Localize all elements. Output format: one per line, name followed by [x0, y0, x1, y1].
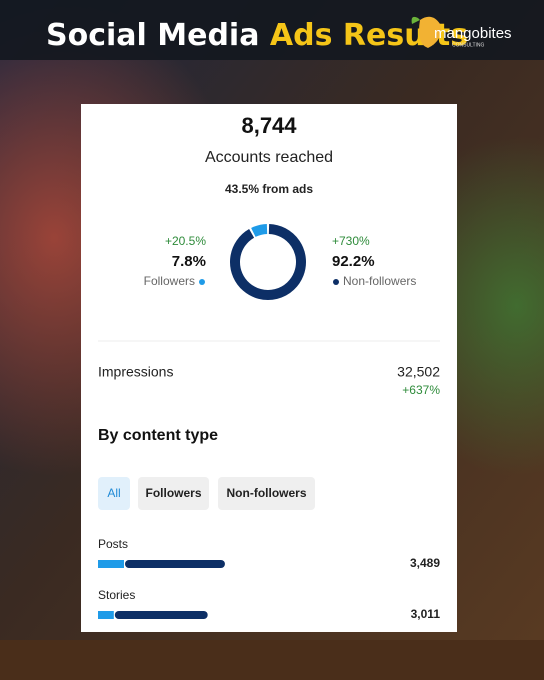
- tab-label[interactable]: All: [107, 486, 120, 500]
- logo-name: mangobites: [434, 25, 512, 42]
- non-followers-label: Non-followers: [343, 274, 416, 288]
- row-total: 3,489: [410, 556, 440, 570]
- followers-dot: [199, 279, 205, 285]
- header-bar: [0, 0, 544, 60]
- logo: mangobites CONSULTING: [411, 16, 512, 48]
- bar-non-followers: [114, 611, 208, 619]
- header-title: Social Media Ads Results: [46, 18, 468, 53]
- followers-change: +20.5%: [165, 234, 206, 248]
- title-main: Social Media: [46, 18, 259, 53]
- from-ads: 43.5% from ads: [225, 182, 313, 196]
- tab-label[interactable]: Non-followers: [227, 486, 307, 500]
- donut-non-followers: [230, 224, 306, 300]
- row-total: 3,011: [411, 607, 441, 621]
- bar-followers: [98, 611, 114, 619]
- reach-label: Accounts reached: [205, 149, 333, 166]
- tab-non-followers[interactable]: [218, 477, 315, 510]
- impressions-label: Impressions: [98, 364, 173, 380]
- reach-total: 8,744: [241, 113, 297, 138]
- non-followers-share: 92.2%: [332, 253, 375, 270]
- non-followers-dot: [333, 279, 339, 285]
- bar-non-followers: [124, 560, 225, 568]
- bar-followers: [98, 560, 124, 568]
- tab-label[interactable]: Followers: [145, 486, 201, 500]
- card: [81, 104, 457, 632]
- followers-share: 7.8%: [172, 253, 206, 270]
- impressions-value: 32,502: [397, 364, 440, 380]
- impressions-change: +637%: [402, 383, 440, 397]
- logo-tagline: CONSULTING: [452, 42, 485, 48]
- tab-all[interactable]: [98, 477, 130, 510]
- donut-followers: [251, 224, 268, 238]
- non-followers-change: +730%: [332, 234, 370, 248]
- row-label: Stories: [98, 588, 135, 602]
- content-title: By content type: [98, 427, 218, 444]
- floor: [0, 640, 544, 680]
- tab-followers[interactable]: [138, 477, 209, 510]
- followers-label: Followers: [144, 274, 195, 288]
- row-label: Posts: [98, 537, 128, 551]
